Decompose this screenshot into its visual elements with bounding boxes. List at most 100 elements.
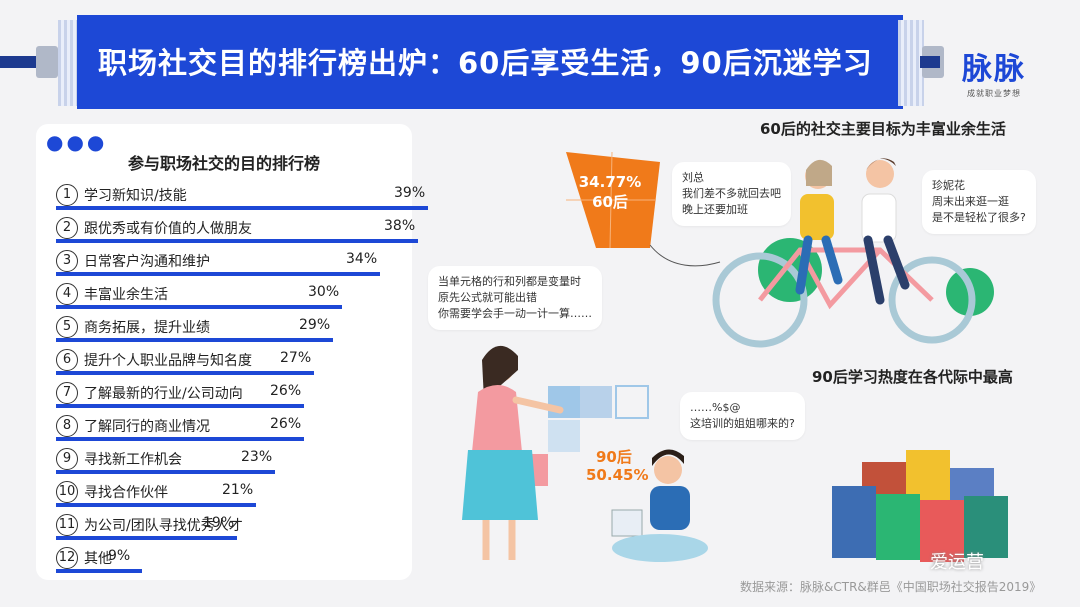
rank-label: 其他 bbox=[84, 551, 112, 567]
bubble-line: ……%$@ bbox=[690, 401, 741, 414]
rank-label: 提升个人职业品牌与知名度 bbox=[84, 353, 252, 369]
rank-number: 10 bbox=[56, 481, 78, 503]
speech-bubble-liuzong: 刘总 我们差不多就回去吧 晚上还要加班 bbox=[672, 162, 791, 226]
rank-label: 跟优秀或有价值的人做朋友 bbox=[84, 221, 252, 237]
rank-value: 34% bbox=[346, 251, 378, 267]
rank-bar bbox=[56, 371, 314, 375]
tandem-bicycle-icon bbox=[712, 247, 976, 348]
bubble-line: 珍妮花 bbox=[932, 179, 965, 192]
block-icon bbox=[580, 386, 612, 418]
rank-number: 8 bbox=[56, 415, 78, 437]
scroll-roll-right bbox=[898, 20, 924, 106]
rank-bar bbox=[56, 437, 304, 441]
nineties-label: 90后 bbox=[596, 448, 632, 466]
rank-bar bbox=[56, 206, 428, 210]
bubble-line: 是不是轻松了很多? bbox=[932, 211, 1026, 224]
rank-label: 为公司/团队寻找优秀人才 bbox=[84, 518, 243, 534]
speech-bubble-student: ……%$@ 这培训的姐姐哪来的? bbox=[680, 392, 805, 440]
rank-bar bbox=[56, 536, 237, 540]
nineties-stat: 90后 50.45% bbox=[586, 448, 648, 484]
rank-value: 27% bbox=[280, 350, 312, 366]
rank-bar bbox=[56, 272, 380, 276]
source-note: 数据来源：脉脉&CTR&群邑《中国职场社交报告2019》 bbox=[740, 580, 1042, 594]
bubble-line: 刘总 bbox=[682, 171, 704, 184]
books-icon bbox=[832, 450, 1008, 562]
rank-label: 商务拓展，提升业绩 bbox=[84, 320, 210, 336]
bubble-line: 晚上还要加班 bbox=[682, 203, 748, 216]
scroll-rod-left bbox=[0, 56, 40, 68]
rank-value: 29% bbox=[299, 317, 331, 333]
rank-label: 寻找新工作机会 bbox=[84, 452, 182, 468]
rank-number: 11 bbox=[56, 514, 78, 536]
sixties-stat: 34.77% 60后 bbox=[560, 172, 660, 212]
rank-row: 6 提升个人职业品牌与知名度 27% bbox=[56, 346, 314, 375]
rank-row: 3 日常客户沟通和维护 34% bbox=[56, 247, 380, 276]
rank-row: 7 了解最新的行业/公司动向 26% bbox=[56, 379, 304, 408]
rank-number: 3 bbox=[56, 250, 78, 272]
sixties-heading: 60后的社交主要目标为丰富业余生活 bbox=[760, 120, 1006, 138]
rank-value: 21% bbox=[222, 482, 254, 498]
scroll-knob-left bbox=[36, 46, 58, 78]
rank-value: 9% bbox=[108, 548, 131, 564]
rank-row: 11 为公司/团队寻找优秀人才 19% bbox=[56, 511, 243, 540]
rank-label: 日常客户沟通和维护 bbox=[84, 254, 210, 270]
bubble-line: 我们差不多就回去吧 bbox=[682, 187, 781, 200]
speech-bubble-teacher: 当单元格的行和列都是变量时 原先公式就可能出错 你需要学会手一动一计一算…… bbox=[428, 266, 602, 330]
woman-cyclist-icon bbox=[795, 159, 843, 295]
rank-number: 9 bbox=[56, 448, 78, 470]
logo-name: 脉脉 bbox=[962, 52, 1026, 87]
teacher-icon bbox=[462, 345, 564, 560]
rank-value: 23% bbox=[241, 449, 273, 465]
rank-bar bbox=[56, 338, 333, 342]
dots-icon: ●●● bbox=[46, 130, 108, 154]
rank-bar bbox=[56, 470, 275, 474]
watermark: 爱运营 bbox=[930, 552, 984, 573]
speech-bubble-zhennihua: 珍妮花 周末出来逛一逛 是不是轻松了很多? bbox=[922, 170, 1036, 234]
rank-label: 了解最新的行业/公司动向 bbox=[84, 386, 243, 402]
ranking-card: ●●● 参与职场社交的目的排行榜 1 学习新知识/技能 39% 2 跟优秀或有价值的人做… bbox=[36, 124, 428, 580]
rank-number: 4 bbox=[56, 283, 78, 305]
scroll-rod-right bbox=[920, 56, 940, 68]
nineties-heading: 90后学习热度在各代际中最高 bbox=[812, 368, 1013, 386]
rank-row: 9 寻找新工作机会 23% bbox=[56, 445, 275, 474]
rank-row: 5 商务拓展，提升业绩 29% bbox=[56, 313, 333, 342]
rank-label: 了解同行的商业情况 bbox=[84, 419, 210, 435]
student-icon bbox=[611, 449, 708, 562]
rank-bar bbox=[56, 239, 418, 243]
rank-number: 12 bbox=[56, 547, 78, 569]
rank-value: 19% bbox=[203, 515, 235, 531]
bubble-line: 当单元格的行和列都是变量时 bbox=[438, 275, 581, 288]
rank-number: 7 bbox=[56, 382, 78, 404]
rank-value: 26% bbox=[270, 383, 302, 399]
rank-bar bbox=[56, 569, 142, 573]
bubble-line: 周末出来逛一逛 bbox=[932, 195, 1009, 208]
rank-bar bbox=[56, 305, 342, 309]
block-icon bbox=[548, 386, 580, 418]
rank-value: 26% bbox=[270, 416, 302, 432]
sixties-label: 60后 bbox=[592, 193, 628, 211]
rank-label: 丰富业余生活 bbox=[84, 287, 168, 303]
block-icon bbox=[615, 385, 649, 419]
rank-row: 8 了解同行的商业情况 26% bbox=[56, 412, 304, 441]
rank-bar bbox=[56, 404, 304, 408]
block-icon bbox=[548, 420, 580, 452]
rank-value: 30% bbox=[308, 284, 340, 300]
header-banner: 职场社交目的排行榜出炉：60后享受生活，90后沉迷学习 脉脉 成就职业梦想 bbox=[0, 18, 1080, 110]
bubble-line: 原先公式就可能出错 bbox=[438, 291, 537, 304]
bubble-line: 这培训的姐姐哪来的? bbox=[690, 417, 795, 430]
rank-row: 4 丰富业余生活 30% bbox=[56, 280, 342, 309]
rank-label: 学习新知识/技能 bbox=[84, 188, 187, 204]
man-cyclist-icon bbox=[861, 158, 910, 305]
rank-number: 6 bbox=[56, 349, 78, 371]
rank-row: 10 寻找合作伙伴 21% bbox=[56, 478, 256, 507]
chart-title: 参与职场社交的目的排行榜 bbox=[127, 154, 320, 173]
nineties-pct: 50.45% bbox=[586, 466, 649, 484]
title-banner: 职场社交目的排行榜出炉：60后享受生活，90后沉迷学习 bbox=[80, 18, 900, 106]
sixties-pct: 34.77% bbox=[578, 173, 642, 191]
rank-number: 5 bbox=[56, 316, 78, 338]
bubble-line: 你需要学会手一动一计一算…… bbox=[438, 307, 592, 320]
rank-row: 12 其他 9% bbox=[56, 544, 142, 573]
page-title: 职场社交目的排行榜出炉：60后享受生活，90后沉迷学习 bbox=[98, 46, 873, 80]
rank-label: 寻找合作伙伴 bbox=[84, 485, 168, 501]
